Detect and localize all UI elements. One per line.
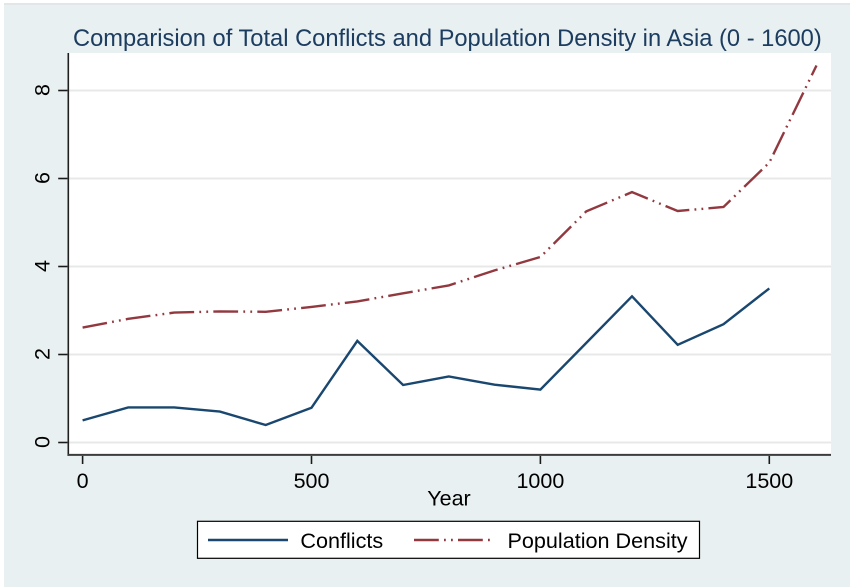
svg-text:Conflicts: Conflicts	[300, 528, 383, 553]
svg-text:8: 8	[31, 84, 55, 96]
svg-text:0: 0	[77, 469, 89, 493]
svg-text:1500: 1500	[745, 469, 793, 493]
svg-text:Comparision of Total Conflicts: Comparision of Total Conflicts and Popul…	[73, 26, 822, 52]
svg-text:2: 2	[31, 348, 55, 360]
svg-text:Population Density: Population Density	[508, 528, 688, 553]
svg-text:6: 6	[31, 172, 55, 184]
svg-text:500: 500	[294, 469, 330, 493]
svg-text:0: 0	[31, 436, 55, 448]
svg-text:1000: 1000	[516, 469, 564, 493]
svg-text:4: 4	[31, 260, 55, 272]
svg-text:Year: Year	[427, 487, 470, 511]
